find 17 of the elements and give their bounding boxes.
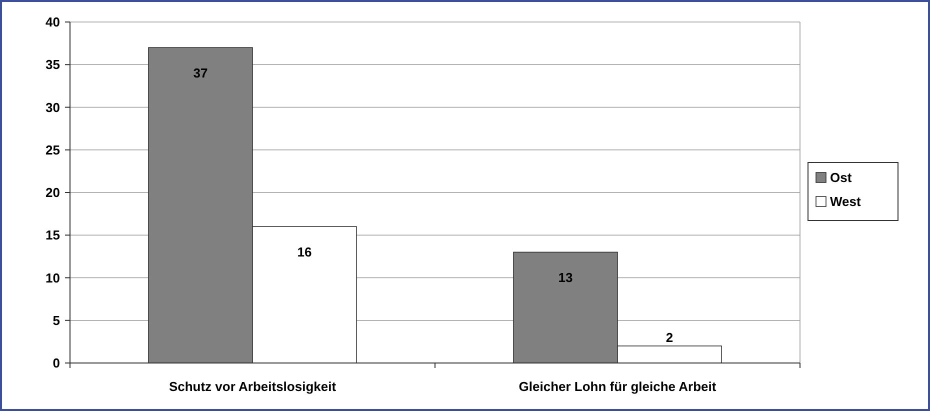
- y-tick-label: 10: [46, 270, 60, 286]
- y-tick-label: 20: [46, 185, 60, 200]
- data-label: 16: [297, 244, 312, 260]
- y-tick-label: 15: [46, 228, 60, 243]
- y-tick-label: 5: [52, 312, 60, 328]
- y-tick-label: 0: [52, 356, 60, 371]
- x-tick-label: Gleicher Lohn für gleiche Arbeit: [518, 379, 717, 394]
- data-label: 2: [666, 330, 674, 345]
- y-tick-label: 30: [46, 100, 60, 115]
- x-tick-label: Schutz vor Arbeitslosigkeit: [168, 379, 337, 394]
- data-label: 13: [558, 270, 573, 286]
- legend-label: Ost: [830, 170, 852, 186]
- y-tick-label: 25: [46, 142, 60, 158]
- data-label: 37: [193, 66, 208, 81]
- legend-label: West: [830, 194, 862, 210]
- y-tick-label: 40: [46, 14, 60, 30]
- y-tick-label: 35: [46, 57, 60, 72]
